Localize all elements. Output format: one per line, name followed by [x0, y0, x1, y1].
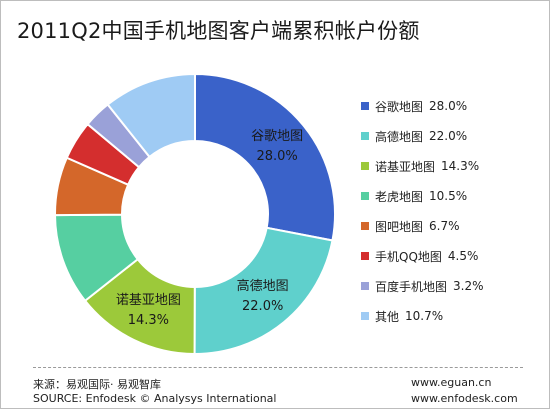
slice-1: [193, 226, 334, 355]
website-enfodesk: www.enfodesk.com: [411, 392, 518, 405]
legend-swatch-4: [361, 222, 369, 230]
legend-value-5: 4.5%: [447, 249, 479, 263]
source-cn: 来源：易观国际· 易观智库: [33, 378, 161, 391]
donut-slices: [53, 72, 336, 356]
footer-divider: [33, 367, 523, 368]
legend-value-2: 14.3%: [441, 159, 480, 173]
legend-label-3: 老虎地图: [375, 189, 424, 204]
legend: 谷歌地图 28.0% 高德地图 22.0% 诺基亚地图 14.3% 老虎地图 10.5% 图吧地…: [361, 91, 484, 331]
slice-value-label-0: 28.0%: [256, 149, 297, 164]
slice-7: [106, 72, 196, 159]
legend-item-7: 其他 10.7%: [361, 301, 484, 331]
legend-label-7: 其他: [375, 309, 400, 324]
legend-swatch-5: [361, 252, 369, 260]
legend-label-6: 百度手机地图: [375, 279, 448, 294]
legend-swatch-7: [361, 312, 369, 320]
legend-swatch-6: [361, 282, 369, 290]
legend-item-6: 百度手机地图 3.2%: [361, 271, 484, 301]
website-eguan: www.eguan.cn: [411, 376, 492, 389]
legend-swatch-3: [361, 192, 369, 200]
slice-name-label-1: 高德地图: [237, 278, 289, 294]
legend-label-1: 高德地图: [375, 129, 424, 144]
legend-swatch-2: [361, 162, 369, 170]
legend-item-3: 老虎地图 10.5%: [361, 181, 484, 211]
legend-value-4: 6.7%: [429, 219, 460, 233]
slice-0: [194, 72, 336, 242]
legend-label-0: 谷歌地图: [375, 99, 424, 114]
donut-labels: 谷歌地图 28.0% 高德地图 22.0% 诺基亚地图 14.3%: [116, 129, 303, 328]
chart-title: 2011Q2中国手机地图客户端累积帐户份额: [17, 19, 420, 43]
legend-label-5: 手机QQ地图: [375, 249, 442, 264]
legend-item-1: 高德地图 22.0%: [361, 121, 484, 151]
legend-value-6: 3.2%: [453, 279, 484, 293]
slice-name-label-2: 诺基亚地图: [116, 293, 181, 308]
legend-swatch-0: [361, 102, 369, 110]
legend-label-2: 诺基亚地图: [375, 159, 436, 174]
source-en: SOURCE: Enfodesk © Analysys Internationa…: [33, 392, 277, 405]
legend-value-0: 28.0%: [429, 99, 468, 113]
legend-item-2: 诺基亚地图 14.3%: [361, 151, 484, 181]
slice-value-label-2: 14.3%: [128, 313, 169, 328]
legend-item-4: 图吧地图 6.7%: [361, 211, 484, 241]
legend-value-1: 22.0%: [429, 129, 468, 143]
legend-value-3: 10.5%: [429, 189, 468, 203]
slice-value-label-1: 22.0%: [242, 299, 283, 314]
legend-item-0: 谷歌地图 28.0%: [361, 91, 484, 121]
legend-label-4: 图吧地图: [375, 219, 424, 234]
slice-name-label-0: 谷歌地图: [251, 129, 303, 144]
legend-value-7: 10.7%: [405, 309, 444, 323]
legend-item-5: 手机QQ地图 4.5%: [361, 241, 484, 271]
legend-swatch-1: [361, 132, 369, 140]
